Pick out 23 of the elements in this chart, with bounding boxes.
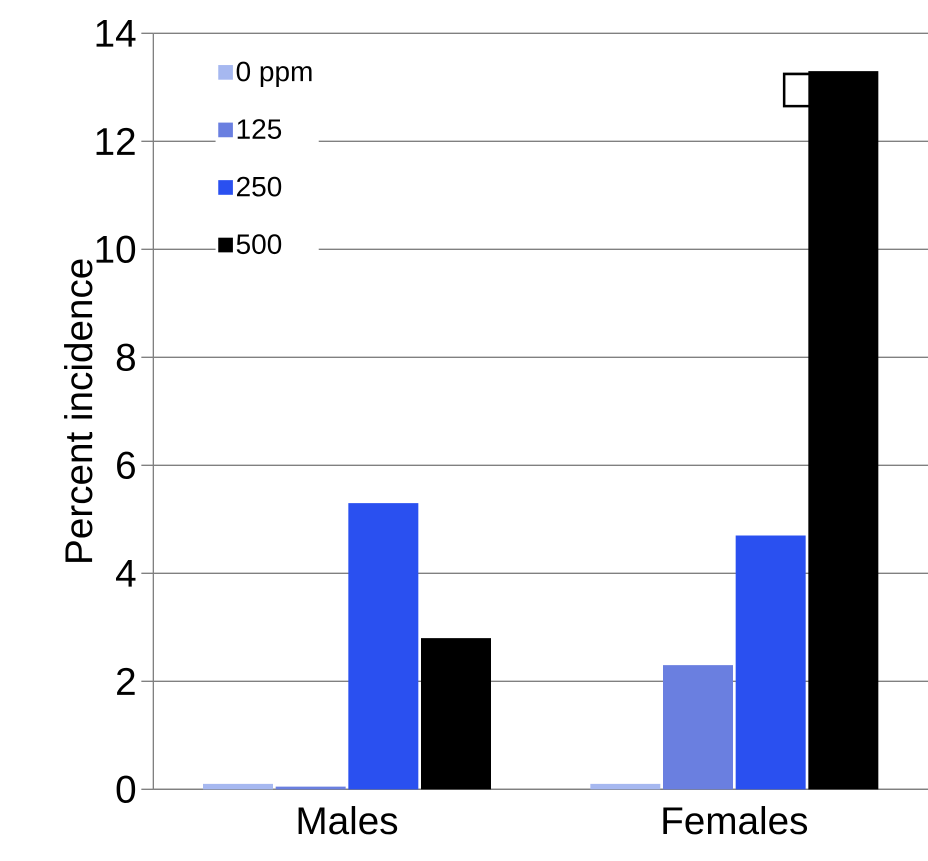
bar xyxy=(203,784,273,790)
y-tick-label: 0 xyxy=(116,775,136,803)
bar xyxy=(348,502,418,790)
x-tick-label: Males xyxy=(298,806,398,834)
y-axis-title: Percent incidence xyxy=(64,259,92,562)
y-tick-label: 6 xyxy=(117,451,135,479)
bar xyxy=(663,664,733,790)
legend-label: 500 xyxy=(236,234,282,254)
x-tick-label: Females xyxy=(663,806,808,834)
y-tick-label: 8 xyxy=(116,343,135,371)
bar xyxy=(590,784,660,790)
legend-label: 125 xyxy=(238,118,282,139)
y-tick-label: 2 xyxy=(117,668,135,695)
bar xyxy=(276,786,346,790)
legend-label: 0 ppm xyxy=(236,61,312,87)
y-tick-label: 12 xyxy=(96,128,135,155)
y-tick-label: 14 xyxy=(96,20,136,46)
legend-label: 250 xyxy=(236,176,282,196)
y-tick-label: 4 xyxy=(116,560,136,586)
bar xyxy=(421,638,491,790)
y-tick-label: 10 xyxy=(96,235,136,263)
bar xyxy=(736,535,806,790)
bar xyxy=(808,70,878,790)
